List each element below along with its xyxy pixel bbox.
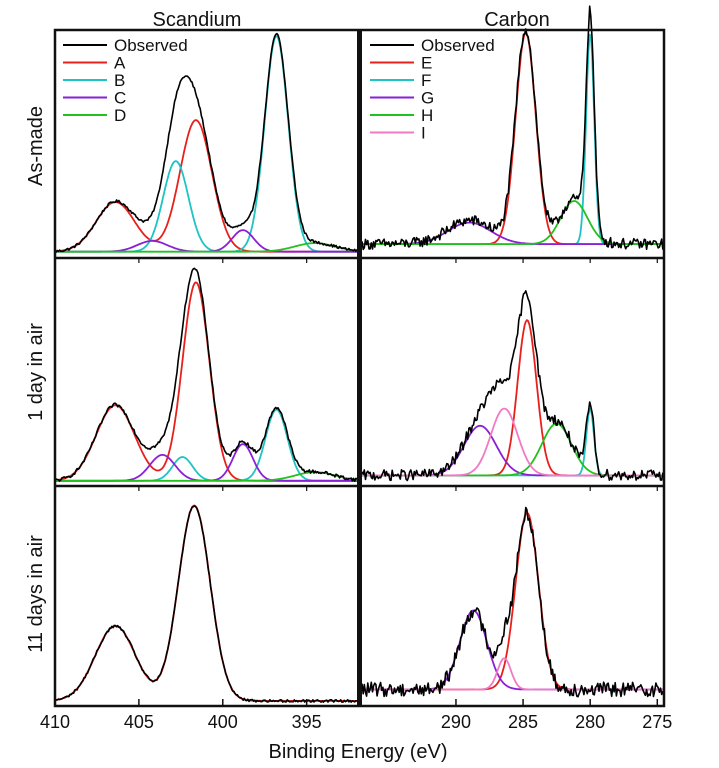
x-axis-title: Binding Energy (eV) <box>269 741 448 763</box>
panel-r2-c0-curve-a <box>54 504 357 702</box>
legend-0-label-d: D <box>114 106 126 125</box>
column-title-carbon: Carbon <box>484 9 550 31</box>
legend-1-label-h: H <box>421 106 433 125</box>
panel-r2-c0-curve-observed <box>54 505 358 703</box>
row-label-1-day: 1 day in air <box>25 323 47 421</box>
legend-1-label-g: G <box>421 89 434 108</box>
x-tick-label-1-1: 285 <box>508 712 538 732</box>
x-tick-label-1-3: 275 <box>642 712 672 732</box>
panel-r0-c0-curve-observed <box>54 32 358 253</box>
panel-r1-c0-curve-observed <box>54 267 358 482</box>
x-tick-label-1-0: 290 <box>441 712 471 732</box>
x-tick-label-0-3: 395 <box>292 712 322 732</box>
panel-r0-c1-curve-h <box>362 200 664 245</box>
panel-r1-c1-curve-observed <box>361 290 665 482</box>
panel-r2-c1-curve-i <box>362 657 664 691</box>
legend-0-label-a: A <box>114 54 126 73</box>
row-label-as-made: As-made <box>25 106 47 186</box>
panel-r1-c1-curve-e <box>362 319 664 477</box>
column-title-scandium: Scandium <box>153 9 242 31</box>
panel-r2-c1-curve-observed <box>361 506 665 698</box>
legend-1-label-e: E <box>421 54 432 73</box>
panel-r1-c0-curve-a <box>54 281 357 482</box>
legend-1-label-observed: Observed <box>421 36 495 55</box>
panel-r0-c1-curve-observed <box>361 5 665 251</box>
panel-r1-c0-curve-b <box>55 408 357 482</box>
panel-r0-c0-curve-d <box>55 242 358 253</box>
legend-1-label-f: F <box>421 71 431 90</box>
x-tick-label-0-0: 410 <box>40 712 70 732</box>
legend-0-label-c: C <box>114 89 126 108</box>
x-tick-label-0-2: 400 <box>208 712 238 732</box>
label-layer: Scandium Carbon As-made 1 day in air 11 … <box>25 9 672 763</box>
panel-r1-c1-curve-g <box>362 424 664 477</box>
legend-0-label-b: B <box>114 71 125 90</box>
frame-layer <box>53 28 666 708</box>
panel-r1-c0-curve-c <box>55 443 357 482</box>
legend-0-label-observed: Observed <box>114 36 188 55</box>
x-tick-label-0-1: 405 <box>124 712 154 732</box>
row-label-11-days: 11 days in air <box>25 535 47 653</box>
panel-r1-c0-curve-d <box>55 471 358 482</box>
legend-1-label-i: I <box>421 124 426 143</box>
x-tick-label-1-2: 280 <box>575 712 605 732</box>
